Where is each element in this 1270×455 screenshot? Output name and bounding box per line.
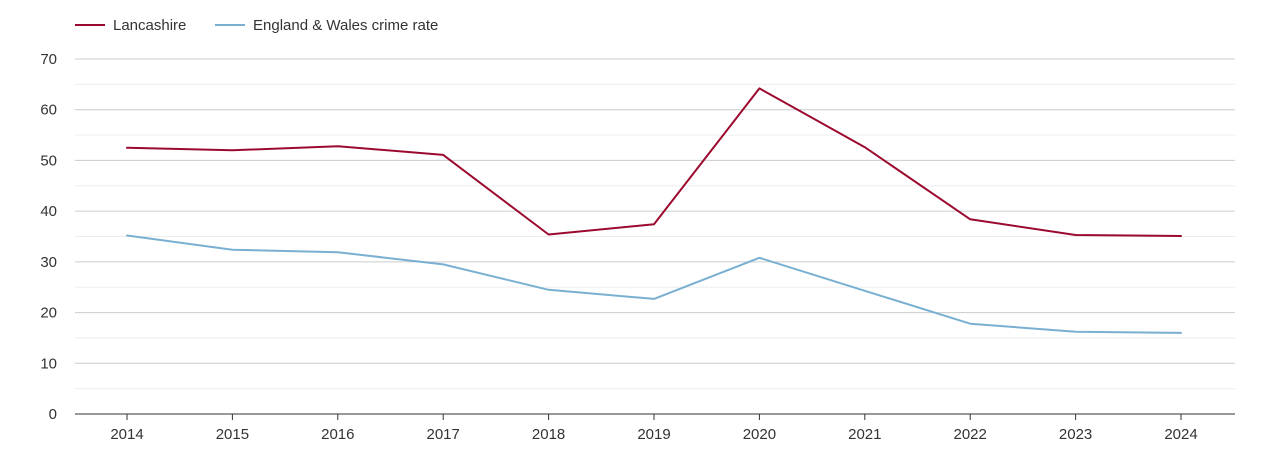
x-tick-label: 2022 <box>954 426 987 443</box>
data-point <box>652 296 657 301</box>
data-point <box>757 255 762 260</box>
data-point <box>862 145 867 150</box>
x-tick-label: 2014 <box>110 426 143 443</box>
x-tick-label: 2024 <box>1164 426 1197 443</box>
x-tick-label: 2023 <box>1059 426 1092 443</box>
data-point <box>862 288 867 293</box>
x-tick-label: 2019 <box>637 426 670 443</box>
data-point <box>335 144 340 149</box>
data-point <box>968 217 973 222</box>
data-point <box>757 86 762 91</box>
x-tick-label: 2021 <box>848 426 881 443</box>
x-tick-label: 2018 <box>532 426 565 443</box>
data-point <box>1073 232 1078 237</box>
data-point <box>1179 330 1184 335</box>
x-tick-label: 2020 <box>743 426 776 443</box>
x-tick-label: 2016 <box>321 426 354 443</box>
data-point <box>125 233 130 238</box>
grid-layer <box>75 58 1235 390</box>
legend: Lancashire England & Wales crime rate <box>75 17 438 34</box>
data-point <box>1073 329 1078 334</box>
data-point <box>230 247 235 252</box>
x-tick-label: 2015 <box>216 426 249 443</box>
data-point <box>230 148 235 153</box>
y-tick-label: 30 <box>40 254 57 271</box>
data-point <box>335 250 340 255</box>
data-point <box>968 321 973 326</box>
legend-label: England & Wales crime rate <box>253 17 438 34</box>
legend-label: Lancashire <box>113 17 186 34</box>
y-tick-label: 60 <box>40 102 57 119</box>
y-tick-label: 0 <box>49 406 57 423</box>
series-line-1 <box>126 234 1182 334</box>
data-point <box>125 145 130 150</box>
data-point <box>441 152 446 157</box>
y-tick-label: 40 <box>40 203 57 220</box>
data-point <box>652 222 657 227</box>
y-tick-label: 10 <box>40 355 57 372</box>
y-tick-label: 50 <box>40 152 57 169</box>
y-tick-label: 20 <box>40 305 57 322</box>
data-point <box>546 232 551 237</box>
y-tick-label: 70 <box>40 51 57 68</box>
series-line-0 <box>126 87 1182 237</box>
x-tick-label: 2017 <box>427 426 460 443</box>
data-point <box>546 287 551 292</box>
series-layer <box>125 86 1184 335</box>
data-point <box>441 262 446 267</box>
data-point <box>1179 233 1184 238</box>
axis-layer: 0 10 20 30 40 50 60 70 2014 2015 2016 2017 2018 2019 2… <box>40 51 1235 443</box>
